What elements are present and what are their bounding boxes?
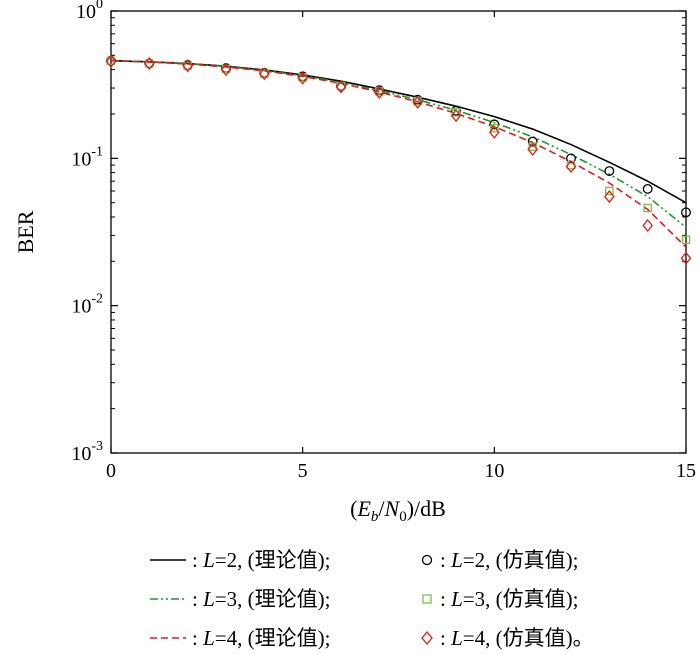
x-label-sub-b: b [371,509,379,525]
sim-point-l4 [297,71,309,85]
sim-point-l3 [605,186,614,196]
sim-point-l2 [451,105,461,116]
sim-point-l3 [490,124,499,133]
legend-prefix: : [192,626,203,650]
legend-var: L [202,587,215,611]
legend-note: (理论值); [248,626,331,650]
legend-swatch-l2-sim [421,554,433,566]
legend-value: =4, [215,626,248,650]
sim-point-l4 [565,159,577,174]
y-tick-exponent: -1 [91,144,103,159]
y-tick-base: 10 [71,296,91,318]
legend-note: (仿真值)。 [496,626,594,650]
sim-point-l4 [105,54,117,68]
y-tick-label: 10-2 [71,292,103,318]
sim-point-l4 [642,218,654,233]
y-tick-base: 10 [71,148,91,170]
x-label-n: N [384,496,401,521]
x-label-open: ( [350,496,357,521]
y-tick-exponent: -2 [91,292,103,307]
legend-prefix: : [440,587,451,611]
sim-point-l4 [258,67,270,81]
legend-prefix: : [192,548,203,572]
legend-swatch-l4-sim [421,630,433,646]
legend-note: (仿真值); [496,587,579,611]
legend-var: L [202,548,215,572]
x-label-slash: / [378,496,385,521]
theory-curves [110,59,687,248]
theory-line-l4 [110,59,687,248]
legend-var: L [202,626,215,650]
y-tick-exponent: -3 [91,439,103,454]
y-tick-label: 100 [76,0,103,23]
legend-value: =2, [215,548,248,572]
sim-point-l3 [681,235,691,245]
legend-note: (仿真值); [496,548,579,572]
legend-prefix: : [440,548,451,572]
sim-point-l4 [603,190,615,204]
legend-var: L [450,548,463,572]
sim-point-l4 [373,85,385,99]
legend-entry-l2-sim: : L=2, (仿真值); [440,548,578,572]
sim-point-l2 [604,166,615,176]
legend: : L=2, (理论值); : L=2, (仿真值); : L=3, (理论值)… [150,548,594,650]
sim-point-l3 [260,69,269,79]
legend-var: L [450,626,463,650]
sim-point-l4 [182,59,194,73]
legend-prefix: : [440,626,451,650]
y-tick-base: 10 [71,443,91,465]
theory-line-l2 [110,59,687,204]
legend-value: =3, [463,587,496,611]
sim-point-l2 [681,207,691,218]
y-tick-exponent: 0 [96,0,103,12]
sim-point-l4 [488,125,500,139]
sim-point-l4 [412,95,424,109]
sim-point-l3 [451,108,461,117]
sim-point-l3 [183,61,192,71]
legend-entry-l3-theory: : L=3, (理论值); [192,587,330,611]
x-label-close: )/dB [407,496,446,521]
sim-point-l4 [335,80,347,94]
x-tick-label: 15 [676,460,696,482]
simulation-markers [105,54,692,265]
sim-point-l4 [143,57,155,71]
legend-entry-l4-sim: : L=4, (仿真值)。 [440,626,594,650]
sim-point-l2 [566,153,576,164]
legend-value: =4, [463,626,496,650]
sim-point-l3 [145,59,154,68]
x-tick-label: 10 [484,460,504,482]
x-label-e: E [356,496,371,521]
x-tick-label: 0 [106,460,116,482]
legend-entry-l3-sim: : L=3, (仿真值); [440,587,578,611]
legend-prefix: : [192,587,203,611]
legend-swatch-l3-sim [422,594,432,604]
y-tick-base: 10 [76,1,96,23]
y-tick-label: 10-3 [71,439,103,465]
x-axis-label: (Eb/N0)/dB [350,496,446,525]
legend-entry-l4-theory: : L=4, (理论值); [192,626,330,650]
sim-point-l3 [643,203,652,213]
legend-value: =3, [215,587,248,611]
legend-var: L [450,587,463,611]
sim-point-l4 [450,109,462,123]
sim-point-l2 [489,119,500,130]
x-label-sub-0: 0 [399,509,407,525]
x-tick-label: 5 [298,460,308,482]
legend-note: (理论值); [248,548,331,572]
sim-point-l2 [527,136,538,147]
sim-point-l2 [642,183,653,194]
legend-entry-l2-theory: : L=2, (理论值); [192,548,330,572]
y-axis-label: BER [13,210,38,253]
legend-value: =2, [463,548,496,572]
sim-point-l4 [680,251,692,265]
y-tick-label: 10-1 [71,144,103,170]
plot-frame [110,10,687,454]
theory-line-l3 [110,59,687,228]
legend-note: (理论值); [248,587,331,611]
sim-point-l4 [527,142,539,156]
sim-point-l4 [220,63,232,77]
